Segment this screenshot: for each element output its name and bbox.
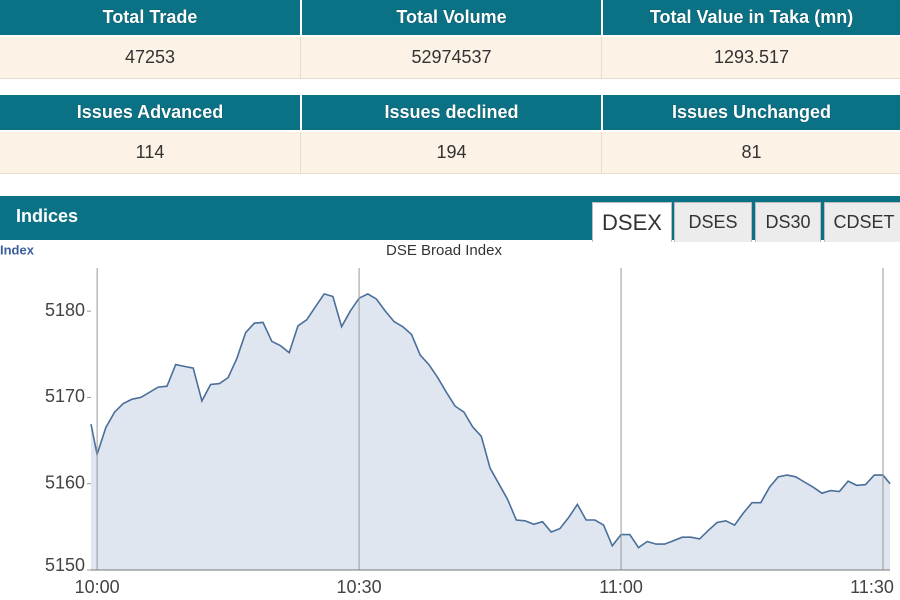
y-tick-label: 5160 xyxy=(45,472,85,492)
column-separator xyxy=(300,0,302,35)
column-separator xyxy=(300,37,301,78)
line xyxy=(90,292,891,549)
column-separator xyxy=(300,132,301,173)
value-cell: 47253 xyxy=(124,47,176,67)
index-tab[interactable]: DSES xyxy=(674,202,752,242)
column-separator xyxy=(601,95,603,130)
chart-title: DSE Broad Index xyxy=(386,242,502,259)
header-row: Issues Advanced Issues declined Issues Unc… xyxy=(0,95,900,130)
header-cell: Total Value in Taka (mn) xyxy=(649,7,854,27)
header-cell: Total Volume xyxy=(396,7,507,27)
x-tick-label: 11:30 xyxy=(850,577,894,597)
y-tick-label: 5170 xyxy=(45,386,85,406)
value-cell: 1293.517 xyxy=(713,47,790,67)
indices-title: Indices xyxy=(16,206,79,226)
header-cell: Total Trade xyxy=(102,7,198,27)
x-tick-label: 10:00 xyxy=(75,577,120,597)
value-cell: 194 xyxy=(436,142,467,162)
x-tick-label: 10:30 xyxy=(337,577,382,597)
index-tab[interactable]: DSEX xyxy=(592,202,672,242)
value-cell: 52974537 xyxy=(411,47,492,67)
value-cell: 81 xyxy=(741,142,762,162)
y-tick-label: 5150 xyxy=(45,555,85,575)
header-row: Total Trade Total Volume Total Value in Ta… xyxy=(0,0,900,35)
header-cell: Issues Unchanged xyxy=(671,102,832,122)
index-tab[interactable]: CDSET xyxy=(824,202,900,242)
value-row: 114 194 81 xyxy=(0,132,900,174)
y-axis-label: Index xyxy=(0,242,35,257)
header-cell: Issues declined xyxy=(384,102,519,122)
header-cell: Issues Advanced xyxy=(76,102,224,122)
area xyxy=(91,293,890,570)
value-row: 47253 52974537 1293.517 xyxy=(0,37,900,79)
column-separator xyxy=(601,0,603,35)
column-separator xyxy=(601,132,602,173)
value-cell: 114 xyxy=(135,142,165,162)
x-tick-label: 11:00 xyxy=(599,577,643,597)
column-separator xyxy=(300,95,302,130)
index-tab[interactable]: DS30 xyxy=(755,202,821,242)
column-separator xyxy=(601,37,602,78)
y-tick-label: 5180 xyxy=(45,300,85,320)
